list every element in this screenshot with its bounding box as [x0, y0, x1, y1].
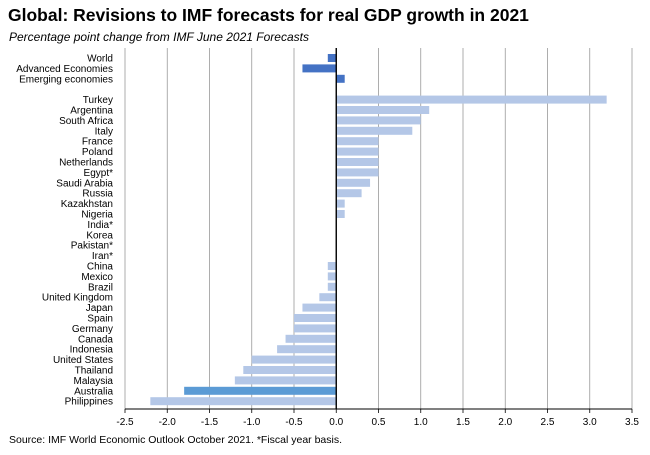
chart-subtitle: Percentage point change from IMF June 20…: [9, 30, 309, 44]
axis-layer: [124, 48, 633, 413]
category-label: South Africa: [59, 116, 113, 127]
bar: [302, 303, 337, 312]
category-label: Philippines: [65, 397, 113, 408]
category-label: Netherlands: [59, 158, 113, 169]
category-label: United Kingdom: [42, 293, 113, 304]
bar: [327, 282, 337, 291]
label-layer: -2.5 -2.0 -1.5 -1.0 -0.5 0.0 0.5 1.0 1.5 2.0 2.5 3.…: [16, 54, 639, 429]
x-tick-label: 3.0: [583, 417, 597, 428]
category-label: Kazakhstan: [61, 199, 113, 210]
source-note: Source: IMF World Economic Outlook Octob…: [9, 434, 343, 446]
category-label: Brazil: [88, 282, 113, 293]
bar: [336, 74, 345, 83]
grid-layer: [124, 48, 633, 409]
category-label: Saudi Arabia: [56, 178, 113, 189]
category-label: Emerging economies: [19, 74, 113, 85]
category-label: Malaysia: [74, 376, 114, 387]
category-label: United States: [53, 355, 113, 366]
bar: [336, 106, 430, 114]
bar: [150, 397, 337, 406]
category-label: Advanced Economies: [16, 64, 113, 75]
category-label: India*: [87, 220, 113, 231]
x-tick-label: 0.5: [372, 417, 386, 428]
bar: [319, 293, 337, 302]
bar: [336, 158, 379, 166]
category-label: Italy: [95, 126, 113, 137]
bar: [302, 64, 337, 73]
bar: [294, 324, 337, 333]
category-label: Nigeria: [81, 210, 113, 221]
bar: [336, 116, 421, 125]
category-label: Argentina: [70, 106, 113, 117]
bar: [336, 147, 379, 156]
bar: [234, 376, 337, 385]
x-tick-label: 1.5: [456, 417, 470, 428]
bar: [336, 95, 607, 104]
category-label: Spain: [87, 314, 113, 325]
x-tick-label: -2.0: [159, 417, 177, 428]
x-tick-label: 2.0: [498, 417, 512, 428]
category-label: Australia: [74, 386, 113, 397]
chart-title: Global: Revisions to IMF forecasts for r…: [8, 5, 529, 25]
category-label: Indonesia: [70, 345, 114, 356]
category-label: Iran*: [92, 251, 113, 262]
x-tick-label: 2.5: [541, 417, 555, 428]
bar: [285, 334, 337, 343]
category-label: Canada: [78, 334, 113, 345]
x-tick-label: -0.5: [285, 417, 303, 428]
category-label: Pakistan*: [71, 241, 113, 252]
bar: [336, 210, 345, 218]
category-label: Egypt*: [84, 168, 114, 179]
bar: [327, 272, 337, 281]
x-tick-label: -1.0: [243, 417, 261, 428]
category-label: China: [87, 262, 114, 273]
bar: [336, 126, 413, 135]
bar: [336, 137, 379, 146]
x-tick-label: 1.0: [414, 417, 428, 428]
bar: [327, 54, 337, 62]
x-tick-label: -2.5: [116, 417, 134, 428]
category-label: Germany: [72, 324, 113, 335]
x-tick-label: 3.5: [625, 417, 639, 428]
category-label: France: [82, 137, 114, 148]
category-label: Korea: [86, 230, 113, 241]
x-tick-label: 0.0: [329, 417, 343, 428]
category-label: Russia: [82, 189, 113, 200]
category-label: World: [87, 54, 113, 65]
bar: [277, 345, 337, 354]
category-label: Japan: [86, 303, 113, 314]
bar: [336, 178, 371, 187]
x-tick-label: -1.5: [201, 417, 219, 428]
bar: [336, 199, 345, 208]
category-label: Turkey: [83, 95, 113, 106]
category-label: Mexico: [81, 272, 113, 283]
bar: [243, 366, 337, 374]
category-label: Thailand: [75, 366, 113, 377]
bar: [336, 168, 379, 177]
bar: [336, 189, 362, 198]
bar: [184, 386, 337, 395]
category-label: Poland: [82, 147, 113, 158]
bar: [251, 355, 337, 364]
bar: [327, 262, 337, 270]
bar: [294, 314, 337, 322]
bar-layer: [150, 54, 607, 406]
